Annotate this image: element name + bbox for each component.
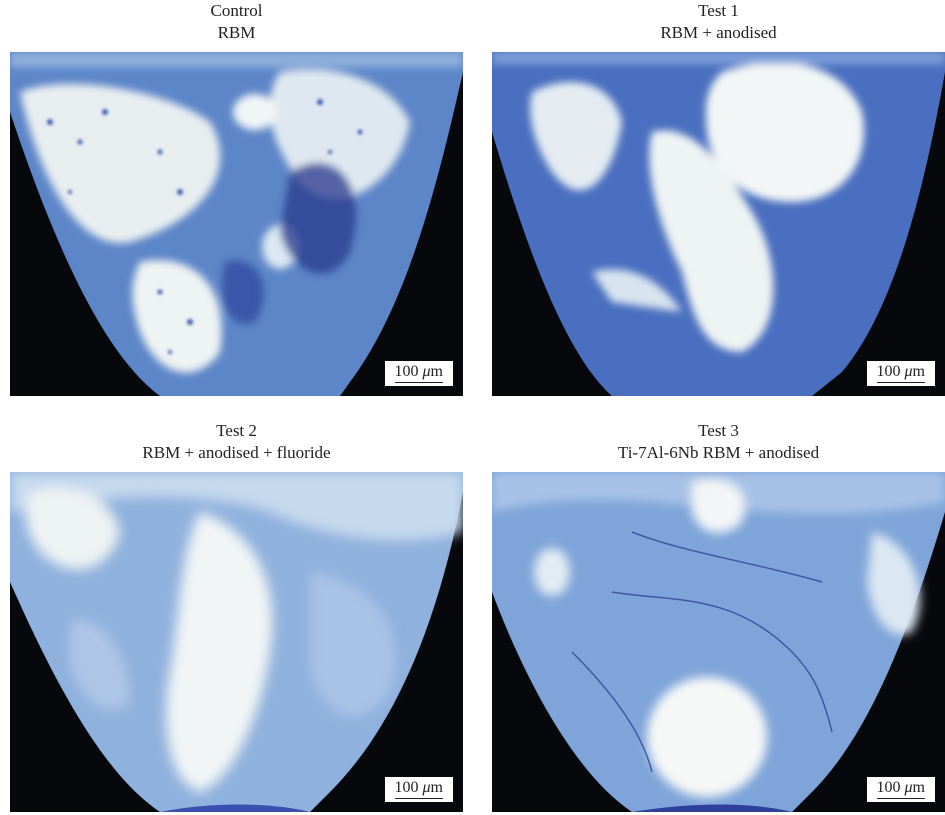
scale-bar: 100 μm [384, 777, 453, 802]
panel-control: Control RBM [10, 0, 463, 396]
panel-subtitle: RBM + anodised + fluoride [142, 443, 331, 462]
scale-bar: 100 μm [866, 777, 935, 802]
scale-bar-unit: m [912, 363, 925, 380]
panel-test-2: Test 2 RBM + anodised + fluoride 100 μm [10, 420, 463, 815]
scale-bar-unit-symbol: μ [904, 363, 913, 380]
scale-bar-value: 100 [876, 779, 901, 796]
scale-bar-value: 100 [394, 779, 419, 796]
scale-bar-unit: m [430, 363, 443, 380]
scale-bar-unit: m [912, 779, 925, 796]
panel-subtitle: Ti-7Al-6Nb RBM + anodised [617, 443, 820, 462]
micrograph-image: 100 μm [492, 472, 945, 812]
scale-bar-unit-symbol: μ [904, 779, 913, 796]
scale-bar-unit: m [430, 779, 443, 796]
micrograph-image: 100 μm [492, 52, 945, 396]
scale-bar-value: 100 [876, 363, 901, 380]
panel-title: Test 2 [216, 421, 257, 440]
scale-bar: 100 μm [384, 361, 453, 386]
scale-bar-unit-symbol: μ [422, 363, 431, 380]
micrograph-image: 100 μm [10, 52, 463, 396]
panel-subtitle: RBM + anodised [660, 23, 777, 42]
panel-test-3: Test 3 Ti-7Al-6Nb RBM + anodised [492, 420, 945, 815]
scale-bar-line [876, 382, 925, 383]
panel-title: Test 3 [698, 421, 739, 440]
panel-subtitle: RBM [217, 23, 256, 42]
scale-bar-line [394, 382, 443, 383]
scale-bar-value: 100 [394, 363, 419, 380]
scale-bar-unit-symbol: μ [422, 779, 431, 796]
panel-title: Test 1 [698, 1, 739, 20]
panel-test-1: Test 1 RBM + anodised 100 μm [492, 0, 945, 396]
scale-bar-line [876, 798, 925, 799]
scale-bar-line [394, 798, 443, 799]
panel-title: Control [210, 1, 263, 20]
micrograph-image: 100 μm [10, 472, 463, 812]
scale-bar: 100 μm [866, 361, 935, 386]
